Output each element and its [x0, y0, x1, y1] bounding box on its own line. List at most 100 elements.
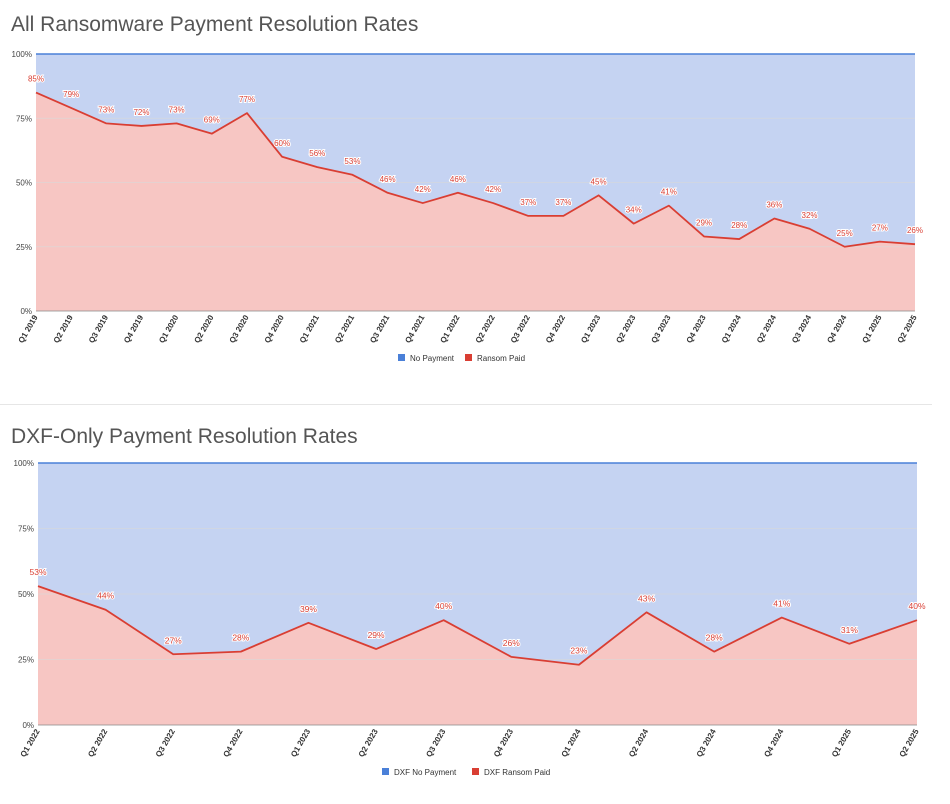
data-label: 39%	[300, 604, 317, 614]
data-label: 72%	[133, 108, 149, 117]
x-tick-label: Q4 2024	[825, 313, 848, 345]
data-label: 34%	[626, 206, 642, 215]
x-tick-label: Q3 2021	[368, 313, 391, 345]
y-tick-label: 100%	[12, 50, 32, 59]
data-label: 77%	[239, 95, 255, 104]
ransom-paid-area	[36, 92, 915, 311]
x-tick-label: Q1 2022	[19, 727, 42, 759]
data-label: 40%	[435, 601, 452, 611]
data-label: 60%	[274, 139, 290, 148]
area-chart-all-ransomware: 100% 75% 50% 25% 0% 85% 79% 73% 72% 73% 69% 77% 60% 5…	[12, 50, 924, 363]
data-label: 42%	[415, 185, 431, 194]
data-label: 28%	[731, 221, 747, 230]
x-tick-label: Q1 2025	[860, 313, 883, 345]
ransom-paid-area	[38, 586, 917, 725]
x-tick-label: Q2 2023	[614, 313, 637, 345]
y-tick-label: 25%	[18, 656, 34, 665]
y-tick-label: 100%	[14, 459, 34, 468]
x-tick-label: Q1 2021	[298, 313, 321, 345]
x-tick-label: Q3 2024	[695, 727, 718, 759]
legend-swatch	[465, 354, 472, 361]
x-tick-label: Q4 2021	[403, 313, 426, 345]
x-tick-label: Q2 2021	[333, 313, 356, 345]
x-tick-label: Q4 2022	[544, 313, 567, 345]
y-tick-label: 25%	[16, 243, 32, 252]
x-tick-label: Q3 2020	[228, 313, 251, 345]
y-tick-label: 75%	[18, 525, 34, 534]
data-label: 29%	[696, 218, 712, 227]
chart-title: All Ransomware Payment Resolution Rates	[11, 13, 419, 36]
chart-panel-dxf-only: DXF-Only Payment Resolution Rates 100% 75…	[0, 404, 932, 797]
data-label: 41%	[773, 599, 790, 609]
legend-label: Ransom Paid	[477, 354, 525, 363]
y-tick-label: 0%	[20, 307, 32, 316]
x-tick-label: Q1 2023	[289, 727, 312, 759]
data-label: 28%	[706, 633, 723, 643]
x-tick-label: Q2 2024	[627, 727, 650, 759]
x-tick-label: Q1 2024	[720, 313, 743, 345]
data-label: 42%	[485, 185, 501, 194]
data-label: 23%	[570, 646, 587, 656]
data-label: 79%	[63, 90, 79, 99]
x-tick-label: Q2 2025	[896, 313, 919, 345]
x-tick-label: Q4 2019	[122, 313, 145, 345]
x-tick-label: Q1 2020	[157, 313, 180, 345]
x-tick-label: Q2 2022	[86, 727, 109, 759]
y-tick-label: 75%	[16, 114, 32, 123]
y-tick-label: 50%	[16, 179, 32, 188]
x-tick-label: Q2 2022	[474, 313, 497, 345]
data-label: 53%	[344, 157, 360, 166]
x-tick-label: Q3 2024	[790, 313, 813, 345]
data-label: 73%	[98, 105, 114, 114]
x-tick-label: Q2 2023	[357, 727, 380, 759]
data-label: 43%	[638, 593, 655, 603]
x-tick-label: Q2 2019	[52, 313, 75, 345]
data-label: 85%	[28, 75, 44, 84]
x-tick-label: Q2 2020	[192, 313, 215, 345]
data-label: 37%	[555, 198, 571, 207]
data-label: 53%	[29, 567, 46, 577]
legend-label: DXF No Payment	[394, 768, 457, 777]
data-label: 44%	[97, 591, 114, 601]
ransom-paid-line	[35, 91, 916, 248]
x-tick-label: Q1 2022	[439, 313, 462, 345]
chart-panel-all-ransomware: All Ransomware Payment Resolution Rates …	[0, 0, 932, 400]
x-tick-label: Q4 2024	[762, 727, 785, 759]
x-tick-label: Q4 2022	[221, 727, 244, 759]
x-tick-label: Q1 2023	[579, 313, 602, 345]
data-label: 56%	[309, 149, 325, 158]
x-tick-label: Q3 2023	[649, 313, 672, 345]
data-label: 29%	[368, 630, 385, 640]
data-label: 31%	[841, 625, 858, 635]
legend-swatch	[382, 768, 389, 775]
x-tick-label: Q3 2023	[424, 727, 447, 759]
x-tick-label: Q2 2024	[755, 313, 778, 345]
x-tick-label: Q1 2024	[560, 727, 583, 759]
x-tick-label: Q4 2020	[263, 313, 286, 345]
data-label: 28%	[232, 633, 249, 643]
legend-label: No Payment	[410, 354, 455, 363]
data-label: 26%	[907, 226, 923, 235]
data-label: 41%	[661, 188, 677, 197]
legend-swatch	[472, 768, 479, 775]
x-tick-label: Q1 2025	[830, 727, 853, 759]
legend-swatch	[398, 354, 405, 361]
y-tick-label: 50%	[18, 590, 34, 599]
x-tick-label: Q1 2019	[17, 313, 40, 345]
ransom-paid-line	[37, 585, 918, 666]
x-tick-label: Q3 2022	[154, 727, 177, 759]
data-label: 36%	[766, 200, 782, 209]
x-tick-label: Q4 2023	[492, 727, 515, 759]
data-label: 27%	[165, 635, 182, 645]
data-label: 46%	[380, 175, 396, 184]
y-tick-label: 0%	[22, 721, 34, 730]
x-tick-label: Q3 2019	[87, 313, 110, 345]
data-label: 46%	[450, 175, 466, 184]
data-label: 37%	[520, 198, 536, 207]
chart-title: DXF-Only Payment Resolution Rates	[11, 425, 358, 448]
data-label: 45%	[591, 177, 607, 186]
data-label: 27%	[872, 224, 888, 233]
data-label: 73%	[169, 105, 185, 114]
data-label: 25%	[837, 229, 853, 238]
data-label: 32%	[802, 211, 818, 220]
